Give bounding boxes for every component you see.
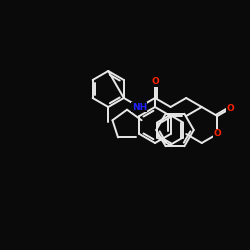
Text: O: O [227, 104, 234, 113]
Text: O: O [214, 130, 221, 138]
Text: O: O [151, 77, 159, 86]
Text: NH: NH [132, 102, 147, 112]
